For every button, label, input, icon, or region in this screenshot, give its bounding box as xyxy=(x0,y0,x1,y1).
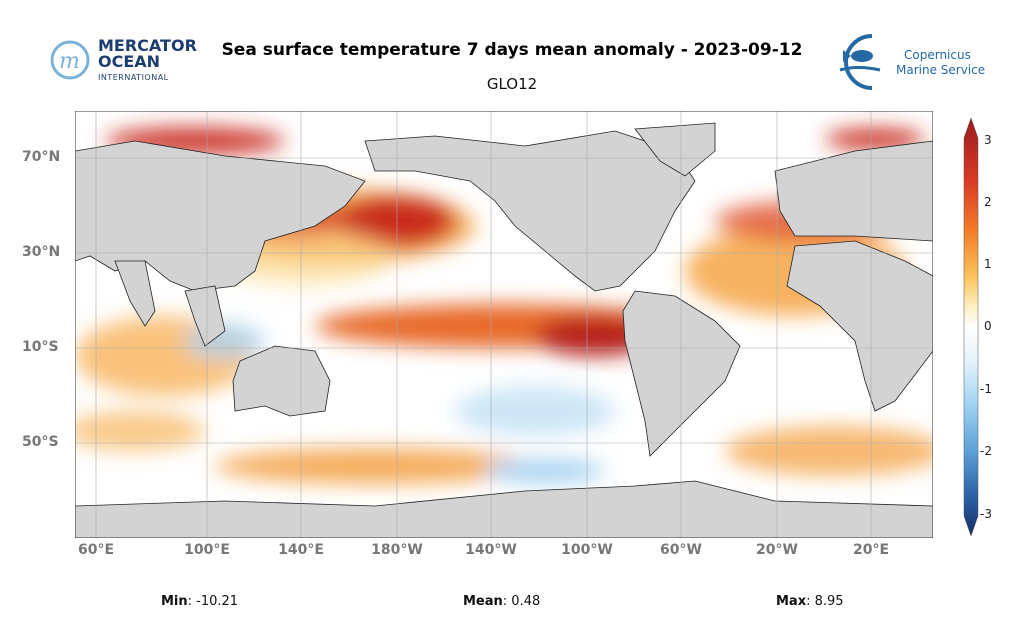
map-subtitle: GLO12 xyxy=(486,75,538,93)
stat-min: Min: -10.21 xyxy=(161,594,239,609)
colorbar-tick: -1 xyxy=(980,382,992,396)
lon-label: 100°E xyxy=(184,542,230,558)
colorbar-tick: -3 xyxy=(980,507,992,521)
svg-text:m: m xyxy=(59,49,80,74)
lon-label: 140°E xyxy=(278,542,324,558)
stat-min-label: Min xyxy=(161,594,188,609)
colorbar-tick: 0 xyxy=(984,319,992,333)
sst-anomaly-map xyxy=(75,111,933,538)
lon-label: 20°W xyxy=(756,542,798,558)
gridlines xyxy=(75,111,933,538)
fish-logo-icon xyxy=(839,34,881,90)
lat-label: 70°N xyxy=(22,149,61,165)
colorbar-tick: 3 xyxy=(984,133,992,147)
stat-mean: Mean: 0.48 xyxy=(463,594,541,609)
lat-label: 10°S xyxy=(22,339,59,355)
stat-min-value: -10.21 xyxy=(196,594,239,609)
stat-max-label: Max xyxy=(776,594,807,609)
logo-marine-text: Marine Service xyxy=(896,63,986,77)
logo-text-3: INTERNATIONAL xyxy=(98,73,169,82)
lat-label: 50°S xyxy=(22,434,59,450)
lon-label: 100°W xyxy=(561,542,613,558)
logo-copernicus-text: Copernicus xyxy=(904,48,971,62)
mercator-logo-icon: m xyxy=(50,40,90,80)
logo-text-1: MERCATOR xyxy=(98,36,197,55)
lon-label: 60°E xyxy=(77,542,115,558)
copernicus-logo: Copernicus Marine Service xyxy=(832,32,992,92)
colorbar-tick: 1 xyxy=(984,257,992,271)
lon-label: 60°W xyxy=(660,542,702,558)
land xyxy=(75,122,933,538)
lon-label: 140°W xyxy=(465,542,517,558)
lat-label: 30°N xyxy=(22,244,61,260)
stat-mean-label: Mean xyxy=(463,594,503,609)
stat-max: Max: 8.95 xyxy=(776,594,844,609)
map-title: Sea surface temperature 7 days mean anom… xyxy=(221,40,803,60)
colorbar xyxy=(963,118,979,536)
stat-mean-value: 0.48 xyxy=(511,594,541,609)
logo-text-2: OCEAN xyxy=(98,52,161,71)
colorbar-tick: 2 xyxy=(984,195,992,209)
colorbar-tick: -2 xyxy=(980,444,992,458)
stat-max-value: 8.95 xyxy=(814,594,844,609)
mercator-ocean-logo: m MERCATOR OCEAN INTERNATIONAL xyxy=(50,38,200,88)
lon-label: 20°E xyxy=(852,542,890,558)
lon-label: 180°W xyxy=(371,542,423,558)
